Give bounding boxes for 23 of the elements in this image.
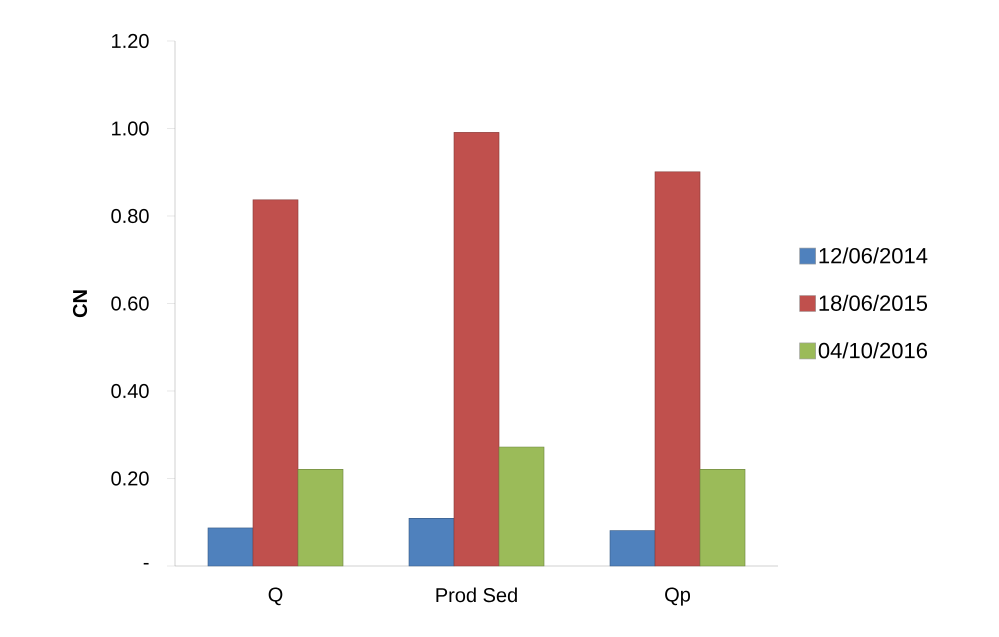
legend-label: 04/10/2016 [818,342,927,358]
legend-label: 12/06/2014 [820,247,928,264]
bar [208,528,254,566]
bar [408,518,454,566]
bar [298,469,344,566]
y-tick-label: 0.20 [111,471,149,486]
x-tick-label: Prod Sed [436,588,517,602]
y-tick-label: 0.40 [111,384,149,398]
bar [700,469,746,566]
y-tick-label: 1.20 [112,34,149,48]
bar [252,200,298,566]
y-axis-title: CN [72,290,88,318]
bar [454,132,500,566]
x-tick-label: Q [268,588,282,606]
y-tick-label: 0.60 [111,296,149,311]
y-tick-label: 0.80 [111,208,149,224]
bar [498,446,544,566]
bar [610,530,656,566]
y-tick-label: - [144,562,149,565]
bar [654,172,700,566]
y-tick-label: 1.00 [112,121,149,136]
legend-label: 18/06/2015 [820,294,928,311]
x-tick-label: Qp [665,588,690,606]
